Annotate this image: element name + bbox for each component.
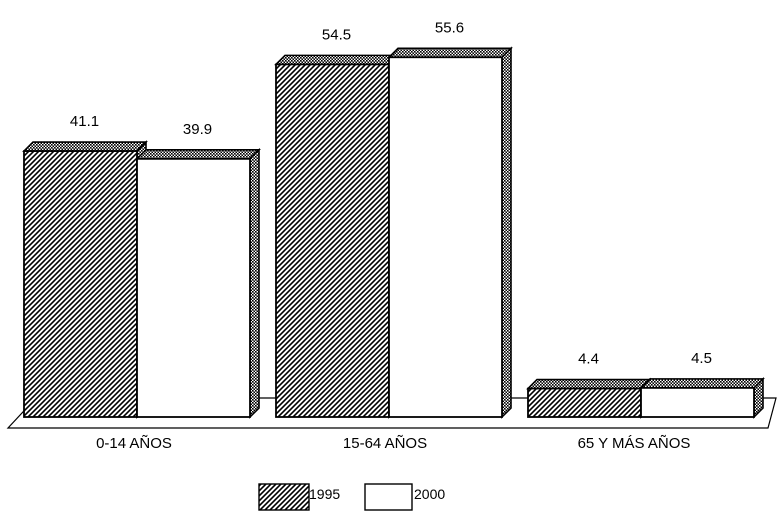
value-label-2000-0: 39.9: [183, 121, 212, 138]
bar-1995-0-front: [23, 150, 138, 418]
bar-1995-2-top: [526, 378, 652, 390]
bar-1995-2-front: [527, 387, 642, 418]
bar-1995-2: [526, 377, 652, 419]
value-labels-group: 41.1 39.9 54.5 55.6 4.4 4.5: [70, 19, 712, 367]
value-label-1995-1: 54.5: [322, 26, 351, 43]
legend-label-2000: 2000: [414, 486, 445, 502]
bar-2000-2-front: [640, 386, 755, 418]
legend-swatch-1995: [258, 483, 310, 511]
bar-1995-1: [274, 53, 400, 419]
value-label-2000-1: 55.6: [435, 19, 464, 36]
value-label-2000-2: 4.5: [691, 350, 712, 367]
bar-2000-1: [387, 46, 513, 419]
bar-2000-0-front: [136, 157, 251, 418]
bar-2000-0-side: [249, 147, 260, 419]
legend-swatch-2000: [364, 483, 413, 511]
bar-2000-1-front: [388, 56, 503, 418]
bar-2000-2-top: [639, 378, 765, 389]
bar-1995-1-top: [274, 54, 400, 66]
value-label-1995-0: 41.1: [70, 113, 99, 130]
value-label-1995-2: 4.4: [578, 351, 599, 368]
category-label-2: 65 Y MÁS AÑOS: [578, 435, 691, 452]
bar-1995-1-front: [275, 63, 390, 418]
bar-1995-0: [22, 140, 148, 419]
category-label-0: 0-14 AÑOS: [96, 435, 172, 452]
legend: 1995 2000: [258, 483, 445, 511]
bar-2000-0-top: [135, 149, 261, 160]
category-label-1: 15-64 AÑOS: [343, 435, 427, 452]
bar-2000-0: [135, 147, 261, 419]
bar-2000-1-side: [501, 46, 512, 419]
legend-label-1995: 1995: [309, 486, 340, 502]
bars-group: [22, 46, 765, 419]
bar-2000-1-top: [387, 47, 513, 59]
bar-2000-2: [639, 376, 765, 419]
bar-1995-0-top: [22, 141, 148, 152]
